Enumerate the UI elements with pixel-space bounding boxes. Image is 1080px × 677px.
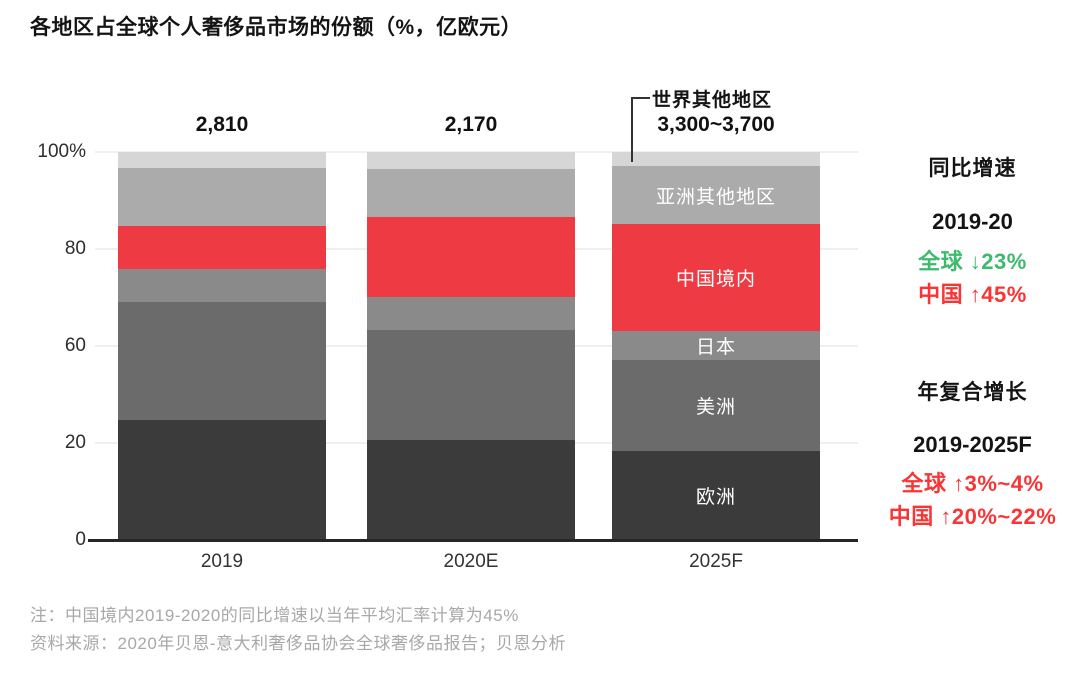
x-category-2025F: 2025F — [689, 551, 743, 572]
bar-total-2025F: 3,300~3,700 — [657, 113, 775, 136]
segment-rest-asia — [367, 169, 575, 218]
segment-label-europe: 欧洲 — [695, 487, 736, 509]
callout-connector-vertical — [631, 97, 633, 162]
segment-japan — [367, 297, 575, 331]
cagr-heading: 年复合增长 — [917, 381, 1028, 404]
yoy-china-value: 中国 ↑45% — [918, 282, 1027, 307]
cagr-global-value: 全球 ↑3%~4% — [901, 471, 1044, 496]
segment-rest-asia — [118, 167, 326, 227]
bar-2025F: 亚洲其他地区 中国境内日本美洲欧洲 — [612, 152, 820, 540]
y-tick-label: 60 — [64, 335, 86, 356]
yoy-growth-heading: 同比增速 — [928, 157, 1017, 180]
segment-europe: 欧洲 — [612, 451, 820, 540]
footnote: 注：中国境内2019-2020的同比增速以当年平均汇率计算为45% — [30, 606, 519, 625]
y-tick-label: 100% — [37, 141, 86, 162]
segment-label-japan: 日本 — [695, 336, 736, 358]
x-axis-line — [88, 539, 858, 542]
y-tick-label: 80 — [64, 238, 86, 259]
segment-china-mainland — [367, 217, 575, 298]
yoy-period-label: 2019-20 — [932, 209, 1013, 234]
segment-rest-world — [612, 152, 820, 166]
segment-japan — [118, 269, 326, 303]
cagr-period-label: 2019-2025F — [913, 432, 1032, 457]
bar-total-2019: 2,810 — [195, 113, 249, 136]
segment-label-americas: 美洲 — [695, 397, 736, 418]
cagr-china-value: 中国 ↑20%~22% — [888, 504, 1057, 529]
yoy-global-value: 全球 ↓23% — [918, 249, 1027, 274]
segment-china-mainland — [118, 226, 326, 270]
callout-connector-horizontal — [631, 97, 650, 99]
segment-americas — [118, 302, 326, 421]
segment-americas — [367, 330, 575, 441]
segment-europe — [367, 440, 575, 540]
segment-rest-world — [367, 152, 575, 170]
callout-label-rest-of-world: 世界其他地区 — [652, 90, 773, 111]
segment-europe — [118, 420, 326, 540]
segment-rest-asia: 亚洲其他地区 — [612, 165, 820, 225]
page-title: 各地区占全球个人奢侈品市场的份额（%，亿欧元） — [30, 16, 523, 39]
segment-label-rest-asia: 亚洲其他地区 — [655, 186, 776, 208]
segment-rest-world — [118, 152, 326, 168]
bar-2019 — [118, 152, 326, 540]
segment-china-mainland: 中国境内 — [612, 224, 820, 332]
segment-japan: 日本 — [612, 331, 820, 360]
bar-total-2020E: 2,170 — [444, 113, 498, 136]
source-note: 资料来源：2020年贝恩-意大利奢侈品协会全球奢侈品报告；贝恩分析 — [30, 634, 566, 653]
bar-2020E — [367, 152, 575, 540]
segment-label-china-mainland: 中国境内 — [675, 269, 756, 291]
x-category-2019: 2019 — [200, 551, 244, 572]
x-category-2020E: 2020E — [443, 551, 499, 572]
y-tick-label: 0 — [75, 529, 86, 550]
segment-americas: 美洲 — [612, 359, 820, 452]
y-tick-label: 20 — [64, 432, 86, 453]
